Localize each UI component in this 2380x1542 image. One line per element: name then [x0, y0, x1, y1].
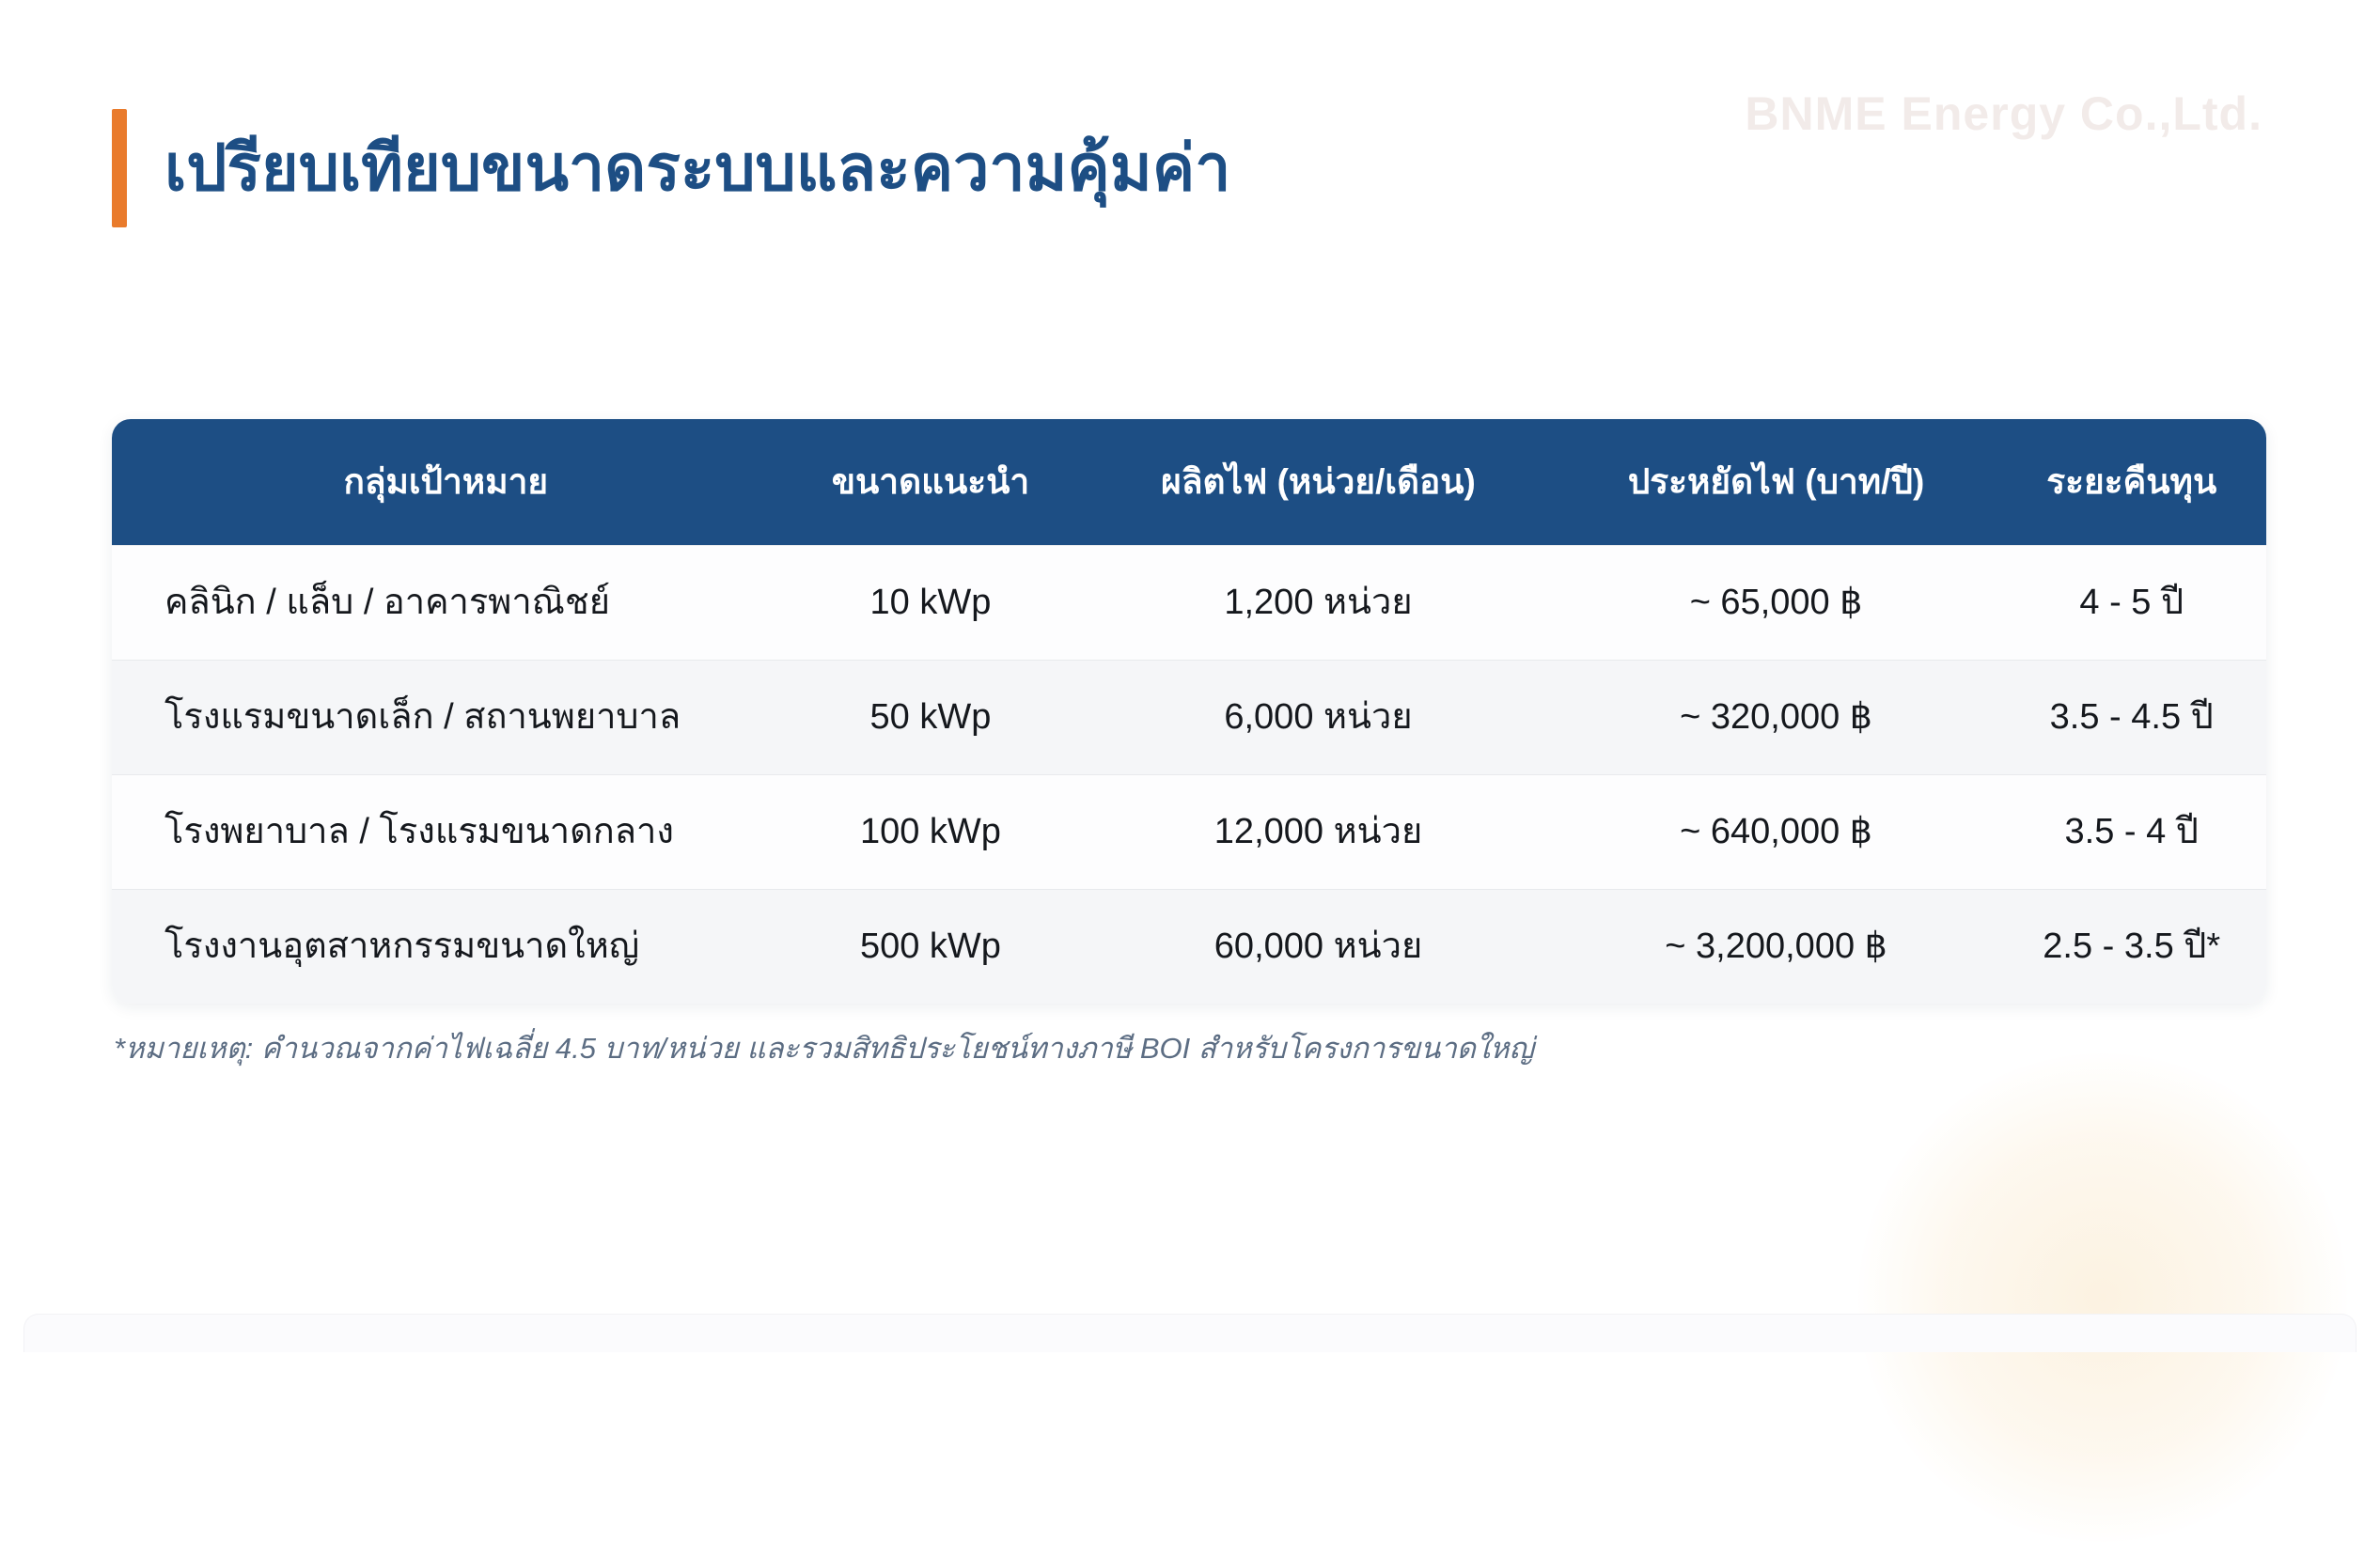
- table-row: โรงพยาบาล / โรงแรมขนาดกลาง 100 kWp 12,00…: [112, 774, 2266, 889]
- cell-production: 6,000 หน่วย: [1224, 696, 1413, 737]
- table-row: โรงงานอุตสาหกรรมขนาดใหญ่ 500 kWp 60,000 …: [112, 889, 2266, 1004]
- cell-size: 500 kWp: [859, 926, 1001, 966]
- table-row: คลินิก / แล็บ / อาคารพาณิชย์ 10 kWp 1,20…: [112, 545, 2266, 660]
- bottom-card-edge: [23, 1314, 2357, 1352]
- page-title: เปรียบเทียบขนาดระบบและความคุ้มค่า: [164, 132, 1231, 204]
- cell-payback: 4 - 5 ปี: [2079, 582, 2184, 622]
- header-payback: ระยะคืนทุน: [2046, 461, 2217, 501]
- cell-size: 50 kWp: [869, 696, 992, 737]
- cell-size: 10 kWp: [869, 582, 992, 622]
- header-savings: ประหยัดไฟ (บาท/ปี): [1627, 461, 1925, 501]
- cell-production: 60,000 หน่วย: [1213, 926, 1423, 966]
- cell-payback: 3.5 - 4.5 ปี: [2049, 696, 2214, 737]
- cell-payback: 2.5 - 3.5 ปี*: [2043, 926, 2221, 966]
- table-header-row: กลุ่มเป้าหมาย ขนาดแนะนำ ผลิตไฟ (หน่วย/เด…: [112, 419, 2266, 545]
- cell-target-group: โรงงานอุตสาหกรรมขนาดใหญ่: [164, 926, 640, 966]
- decorative-glow: [1858, 1053, 2347, 1542]
- cell-production: 12,000 หน่วย: [1213, 811, 1423, 851]
- header-target-group: กลุ่มเป้าหมาย: [343, 461, 549, 501]
- cell-target-group: คลินิก / แล็บ / อาคารพาณิชย์: [164, 582, 610, 622]
- title-block: เปรียบเทียบขนาดระบบและความคุ้มค่า: [112, 109, 1230, 227]
- cell-payback: 3.5 - 4 ปี: [2064, 811, 2199, 851]
- cell-target-group: โรงพยาบาล / โรงแรมขนาดกลาง: [164, 811, 674, 851]
- slide: BNME Energy Co.,Ltd. เปรียบเทียบขนาดระบบ…: [23, 87, 2357, 1542]
- cell-savings: ~ 3,200,000 ฿: [1665, 926, 1887, 966]
- watermark-text: BNME Energy Co.,Ltd.: [1745, 87, 2263, 140]
- cell-target-group: โรงแรมขนาดเล็ก / สถานพยาบาล: [164, 696, 681, 737]
- cell-savings: ~ 65,000 ฿: [1689, 582, 1863, 622]
- footnote: *หมายเหตุ: คำนวณจากค่าไฟเฉลี่ย 4.5 บาท/ห…: [114, 1032, 1534, 1065]
- cell-production: 1,200 หน่วย: [1224, 582, 1413, 622]
- comparison-table: กลุ่มเป้าหมาย ขนาดแนะนำ ผลิตไฟ (หน่วย/เด…: [112, 419, 2266, 1004]
- header-recommended-size: ขนาดแนะนำ: [831, 461, 1030, 501]
- cell-savings: ~ 640,000 ฿: [1680, 811, 1872, 851]
- title-accent-bar: [112, 109, 127, 227]
- cell-savings: ~ 320,000 ฿: [1680, 696, 1872, 737]
- cell-size: 100 kWp: [859, 811, 1001, 851]
- header-production: ผลิตไฟ (หน่วย/เดือน): [1161, 461, 1476, 501]
- table-row: โรงแรมขนาดเล็ก / สถานพยาบาล 50 kWp 6,000…: [112, 660, 2266, 774]
